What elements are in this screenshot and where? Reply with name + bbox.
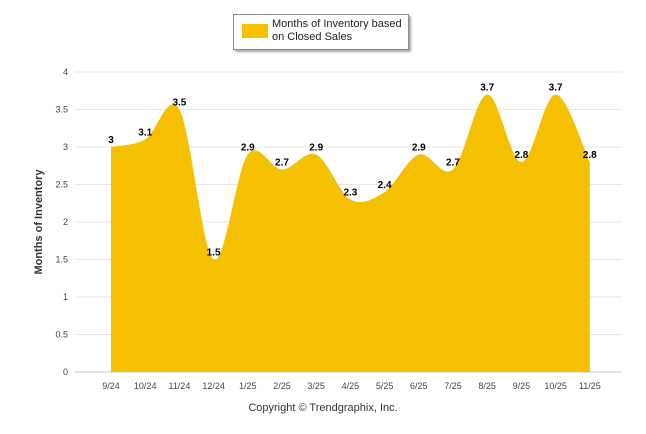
y-tick-label: 1.5 (55, 255, 68, 265)
area-series (111, 94, 590, 373)
x-axis-ticks: 9/24 10/24 11/24 12/24 1/25 2/25 3/25 4/25 5/25 6… (102, 381, 600, 391)
data-label: 3.5 (172, 98, 186, 109)
y-tick-label: 4 (63, 67, 68, 77)
area-fill (111, 94, 590, 373)
data-label: 3.1 (138, 128, 152, 139)
y-tick-label: 3.5 (55, 105, 68, 115)
x-tick-label: 6/25 (410, 381, 428, 391)
x-tick-label: 12/24 (202, 381, 225, 391)
x-tick-label: 11/25 (579, 381, 601, 391)
legend-label: Months of Inventory based on Closed Sale… (272, 18, 402, 43)
x-tick-label: 9/24 (102, 381, 120, 391)
data-labels: 3 3.1 3.5 1.5 2.9 2.7 2.9 2.3 2.4 2.9 2.7 3.7 2.8 3.7… (108, 83, 597, 259)
x-tick-label: 10/24 (134, 381, 157, 391)
data-label: 2.3 (343, 188, 357, 199)
y-tick-label: 0.5 (55, 330, 68, 340)
data-label: 2.7 (275, 158, 289, 169)
x-tick-label: 3/25 (307, 381, 325, 391)
data-label: 1.5 (207, 248, 221, 259)
x-tick-label: 2/25 (273, 381, 291, 391)
data-label: 2.8 (583, 150, 597, 161)
y-tick-label: 3 (63, 142, 68, 152)
data-label: 3.7 (549, 83, 563, 94)
legend: Months of Inventory based on Closed Sale… (233, 14, 409, 50)
y-axis-label: Months of Inventory (33, 169, 45, 275)
data-label: 2.8 (514, 150, 528, 161)
x-tick-label: 11/24 (168, 381, 190, 391)
x-tick-label: 4/25 (342, 381, 360, 391)
y-axis-ticks: 0 0.5 1 1.5 2 2.5 3 3.5 4 (55, 67, 68, 377)
data-label: 3.7 (480, 83, 494, 94)
x-tick-label: 10/25 (544, 381, 567, 391)
data-label: 2.7 (446, 158, 460, 169)
x-tick-label: 9/25 (513, 381, 531, 391)
y-tick-label: 1 (63, 292, 68, 302)
data-label: 2.4 (378, 180, 392, 191)
y-tick-label: 2.5 (55, 180, 68, 190)
data-label: 3 (108, 135, 114, 146)
y-tick-label: 0 (63, 367, 68, 377)
data-label: 2.9 (309, 143, 323, 154)
data-label: 2.9 (241, 143, 255, 154)
x-tick-label: 1/25 (239, 381, 257, 391)
legend-swatch (242, 24, 268, 38)
data-label: 2.9 (412, 143, 426, 154)
x-tick-label: 5/25 (376, 381, 394, 391)
copyright-text: Copyright © Trendgraphix, Inc. (248, 402, 398, 414)
x-tick-label: 7/25 (444, 381, 462, 391)
x-tick-label: 8/25 (478, 381, 496, 391)
y-tick-label: 2 (63, 217, 68, 227)
